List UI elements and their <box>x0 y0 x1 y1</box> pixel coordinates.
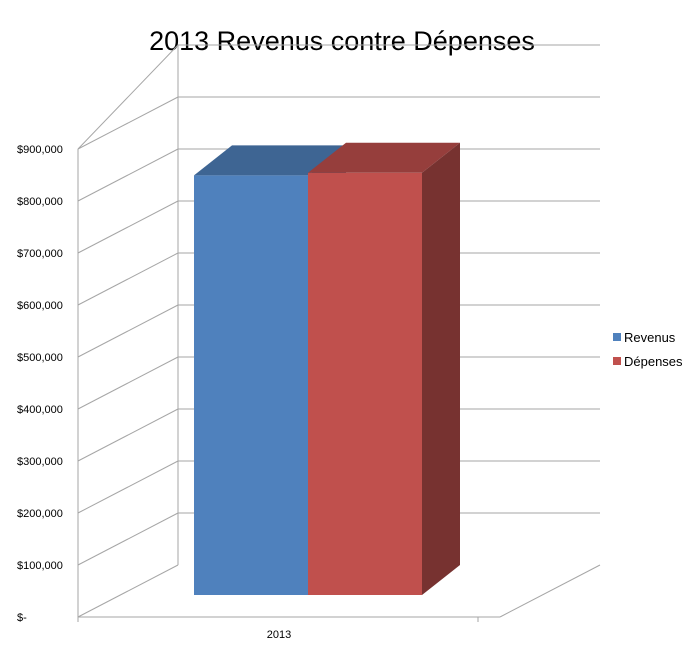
side-wall-gridline <box>77 252 179 306</box>
y-tick-label: $100,000 <box>17 560 63 572</box>
side-wall-top-edge <box>77 44 179 150</box>
x-tick-label: 2013 <box>267 629 291 641</box>
bar-top-face <box>308 142 460 173</box>
side-wall-gridline <box>77 460 179 514</box>
side-wall-gridline <box>77 304 179 358</box>
side-wall-gridline <box>77 564 179 618</box>
side-wall-gridline <box>77 200 179 254</box>
side-wall-gridline <box>77 148 179 202</box>
axes <box>77 45 601 622</box>
side-wall-gridline <box>77 356 179 410</box>
y-tick-label: $- <box>17 612 27 624</box>
y-tick-label: $900,000 <box>17 144 63 156</box>
legend-swatch <box>613 357 621 365</box>
side-wall-gridline <box>77 408 179 462</box>
legend-label: Revenus <box>624 330 676 345</box>
bars <box>194 142 460 596</box>
bar-front-face <box>308 172 422 596</box>
legend-swatch <box>613 333 621 341</box>
y-tick-label: $200,000 <box>17 508 63 520</box>
y-tick-label: $800,000 <box>17 196 63 208</box>
y-axis-ticks: $- $100,000 $200,000 $300,000 $400,000 $500,0… <box>17 144 63 624</box>
side-wall-gridline <box>77 96 179 150</box>
y-tick-label: $600,000 <box>17 300 63 312</box>
legend-label: Dépenses <box>624 354 683 369</box>
bar-top-face <box>194 145 346 176</box>
floor-right-edge <box>499 564 601 618</box>
y-tick-label: $700,000 <box>17 248 63 260</box>
side-wall-gridline <box>77 512 179 566</box>
y-tick-label: $300,000 <box>17 456 63 468</box>
bar-1 <box>308 142 460 596</box>
y-tick-label: $500,000 <box>17 352 63 364</box>
x-axis-ticks: 2013 <box>267 629 291 641</box>
bar-front-face <box>194 175 308 595</box>
bar-side-face <box>422 142 460 596</box>
legend: Revenus Dépenses <box>613 330 683 369</box>
chart-title: 2013 Revenus contre Dépenses <box>149 26 535 56</box>
y-tick-label: $400,000 <box>17 404 63 416</box>
